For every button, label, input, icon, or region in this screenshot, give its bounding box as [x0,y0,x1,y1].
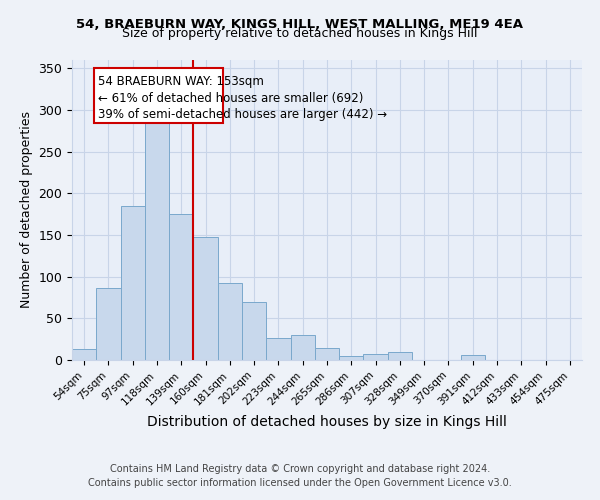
Bar [96,288,121,360]
Text: 39% of semi-detached houses are larger (442) →: 39% of semi-detached houses are larger (… [97,108,386,122]
Bar [364,354,388,360]
FancyBboxPatch shape [94,68,223,122]
Y-axis label: Number of detached properties: Number of detached properties [20,112,33,308]
X-axis label: Distribution of detached houses by size in Kings Hill: Distribution of detached houses by size … [147,415,507,429]
Bar [388,352,412,360]
Bar [290,335,315,360]
Bar [461,355,485,360]
Text: Contains HM Land Registry data © Crown copyright and database right 2024.: Contains HM Land Registry data © Crown c… [110,464,490,474]
Text: 54, BRAEBURN WAY, KINGS HILL, WEST MALLING, ME19 4EA: 54, BRAEBURN WAY, KINGS HILL, WEST MALLI… [77,18,523,30]
Text: Size of property relative to detached houses in Kings Hill: Size of property relative to detached ho… [122,28,478,40]
Bar [218,284,242,360]
Bar [242,302,266,360]
Text: ← 61% of detached houses are smaller (692): ← 61% of detached houses are smaller (69… [97,92,363,104]
Bar [72,349,96,360]
Bar [266,338,290,360]
Bar [169,214,193,360]
Text: 54 BRAEBURN WAY: 153sqm: 54 BRAEBURN WAY: 153sqm [97,75,263,88]
Bar [145,120,169,360]
Bar [339,356,364,360]
Bar [193,236,218,360]
Text: Contains public sector information licensed under the Open Government Licence v3: Contains public sector information licen… [88,478,512,488]
Bar [121,206,145,360]
Bar [315,348,339,360]
